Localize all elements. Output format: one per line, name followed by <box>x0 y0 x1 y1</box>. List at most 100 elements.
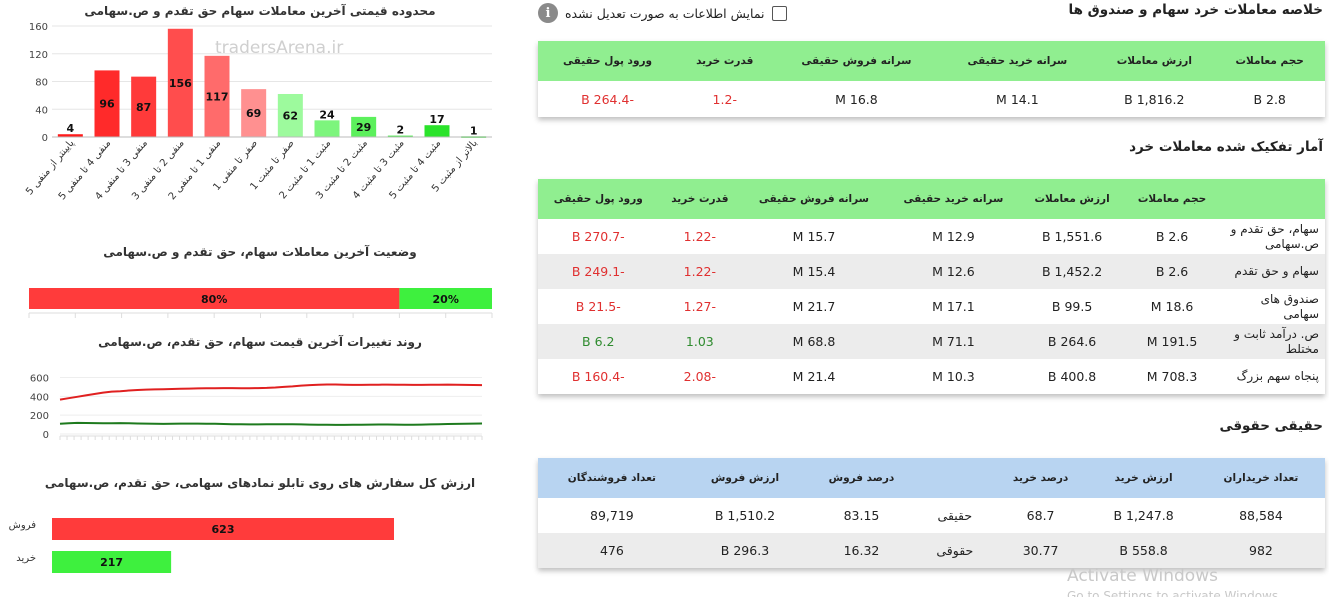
table-cell: 83.15 <box>843 508 880 523</box>
column-header[interactable]: ارزش خرید <box>1090 458 1197 498</box>
table-cell: 296.3 B <box>685 533 805 568</box>
unadjusted-toggle[interactable]: i نمایش اطلاعات به صورت تعدیل نشده <box>538 3 787 23</box>
bar[interactable] <box>424 125 450 137</box>
bar[interactable] <box>131 76 157 137</box>
bar[interactable] <box>204 55 230 137</box>
table-cell: 1,247.8 B <box>1113 508 1174 523</box>
breakdown-table: حجم معاملات ارزش معاملات سرانه خرید حقیقی س… <box>538 179 1325 394</box>
bar[interactable] <box>277 93 303 137</box>
column-header[interactable]: تعداد فروشندگان <box>538 458 686 498</box>
table-cell: -1.2 <box>712 91 737 107</box>
table-cell: 14.1 M <box>996 91 1039 107</box>
y-tick-label: 80 <box>35 78 48 89</box>
table-cell: 982 <box>1196 533 1325 568</box>
column-header[interactable]: سرانه خرید حقیقی <box>940 41 1095 81</box>
table-row: سهام، حق تقدم و ص.سهامی 2.6 B 1,551.6 B 12.… <box>538 219 1325 254</box>
y-tick-label: 0 <box>43 430 49 441</box>
table-row: 982 558.8 B 30.77 حقوقی 16.32 296.3 B 476 <box>538 533 1325 568</box>
row-label: پنجاه سهم بزرگ <box>1236 369 1319 383</box>
table-cell: 476 <box>538 533 686 568</box>
column-header[interactable]: ارزش معاملات <box>1020 179 1125 219</box>
order-bar-value: 217 <box>100 556 123 569</box>
column-header[interactable]: سرانه خرید حقیقی <box>886 179 1021 219</box>
table-cell: 6.2 B <box>538 324 659 359</box>
trend-chart-title: روند تغییرات آخرین قیمت سهام، حق تقدم، ص… <box>98 335 422 349</box>
bar[interactable] <box>314 120 340 137</box>
table-cell: 16.32 <box>804 533 919 568</box>
table-cell: 15.4 M <box>741 254 887 289</box>
bar-value-label: 2 <box>397 124 405 137</box>
table-cell: -264.4 B <box>581 91 634 107</box>
bar[interactable] <box>94 70 120 137</box>
table-cell: -1.27 <box>683 299 717 314</box>
order-bar[interactable] <box>52 551 172 573</box>
table-cell: 16.8 M <box>835 91 878 107</box>
table-row: 2.8 B 1,816.2 B 14.1 M 16.8 M -1.2 -264.4 B <box>538 81 1325 117</box>
y-tick-label: 40 <box>35 105 48 116</box>
column-header[interactable]: درصد فروش <box>804 458 919 498</box>
bar-chart-title: محدوده قیمتی آخرین معاملات سهام حق تقدم … <box>84 4 436 18</box>
status-chart-title: وضعیت آخرین معاملات سهام، حق تقدم و ص.سه… <box>103 245 417 259</box>
table-cell: -1.22 <box>658 254 742 289</box>
bar[interactable] <box>241 89 267 137</box>
table-row: ص. درآمد ثابت و مختلط 191.5 M 264.6 B 71.1 … <box>538 324 1325 359</box>
column-header[interactable]: قدرت خرید <box>658 179 742 219</box>
status-segment[interactable] <box>29 288 400 309</box>
bar[interactable] <box>57 134 83 137</box>
table-cell: 15.7 M <box>792 229 836 244</box>
table-cell: 708.3 M <box>1146 369 1198 384</box>
bar[interactable] <box>387 135 413 138</box>
bar[interactable] <box>351 116 377 137</box>
row-label: حقیقی <box>937 508 973 523</box>
column-header[interactable]: تعداد خریداران <box>1196 458 1325 498</box>
table-cell: -270.7 B <box>571 229 625 244</box>
column-header[interactable]: درصد خرید <box>990 458 1091 498</box>
table-cell: -160.4 B <box>571 369 625 384</box>
column-header[interactable]: حجم معاملات <box>1214 41 1325 81</box>
column-header[interactable]: قدرت خرید <box>677 41 773 81</box>
column-header[interactable] <box>1220 179 1325 219</box>
bar-value-label: 156 <box>169 77 192 90</box>
column-header[interactable]: ورود پول حقیقی <box>538 179 659 219</box>
bar-value-label: 87 <box>136 101 151 114</box>
bar-value-label: 29 <box>356 121 371 134</box>
bar-value-label: 1 <box>470 124 478 137</box>
column-header[interactable]: سرانه فروش حقیقی <box>772 41 941 81</box>
unadjusted-label: نمایش اطلاعات به صورت تعدیل نشده <box>565 5 765 21</box>
column-header[interactable]: ارزش فروش <box>685 458 805 498</box>
row-label: سهام و حق تقدم <box>1220 254 1325 289</box>
unadjusted-checkbox[interactable] <box>771 5 787 21</box>
activate-line2: Go to Settings to activate Windows. <box>1067 589 1282 597</box>
row-label: ص. درآمد ثابت و مختلط <box>1220 324 1325 359</box>
bar-value-label: 117 <box>206 90 229 103</box>
info-icon[interactable]: i <box>538 3 558 23</box>
bar-value-label: 62 <box>283 109 298 122</box>
bar[interactable] <box>167 28 193 137</box>
price-trend-line-chart: 0 200 400 600 <box>30 374 483 441</box>
column-header[interactable]: ورود پول حقیقی <box>538 41 678 81</box>
table-cell: 17.1 M <box>932 299 975 314</box>
trend-series-line <box>59 421 483 426</box>
order-bar[interactable] <box>52 518 394 540</box>
table-cell: 68.8 M <box>741 324 887 359</box>
row-label: سهام، حق تقدم و ص.سهامی <box>1230 221 1319 251</box>
column-header[interactable] <box>918 458 991 498</box>
order-bar-category: فروش <box>9 520 37 531</box>
summary-title: خلاصه معاملات خرد سهام و صندوق ها <box>1068 2 1323 18</box>
trend-series-line <box>59 383 483 401</box>
y-tick-label: 120 <box>29 50 48 61</box>
bar-value-label: 4 <box>67 122 75 135</box>
y-tick-label: 160 <box>29 22 48 33</box>
table-row: 88,584 1,247.8 B 68.7 حقیقی 83.15 1,510.2 B 89… <box>538 498 1325 533</box>
y-tick-label: 400 <box>30 392 49 403</box>
table-cell: 88,584 <box>1239 508 1283 523</box>
column-header[interactable]: حجم معاملات <box>1124 179 1220 219</box>
table-cell: 30.77 <box>990 533 1091 568</box>
breakdown-title: آمار تفکیک شده معاملات خرد <box>1129 139 1323 155</box>
activate-windows-notice: Activate Windows Go to Settings to activ… <box>1067 566 1282 597</box>
status-segment[interactable] <box>399 288 492 309</box>
column-header[interactable]: ارزش معاملات <box>1094 41 1215 81</box>
table-row: پنجاه سهم بزرگ 708.3 M 400.8 B 10.3 M 21.4 M… <box>538 359 1325 394</box>
column-header[interactable]: سرانه فروش حقیقی <box>741 179 887 219</box>
